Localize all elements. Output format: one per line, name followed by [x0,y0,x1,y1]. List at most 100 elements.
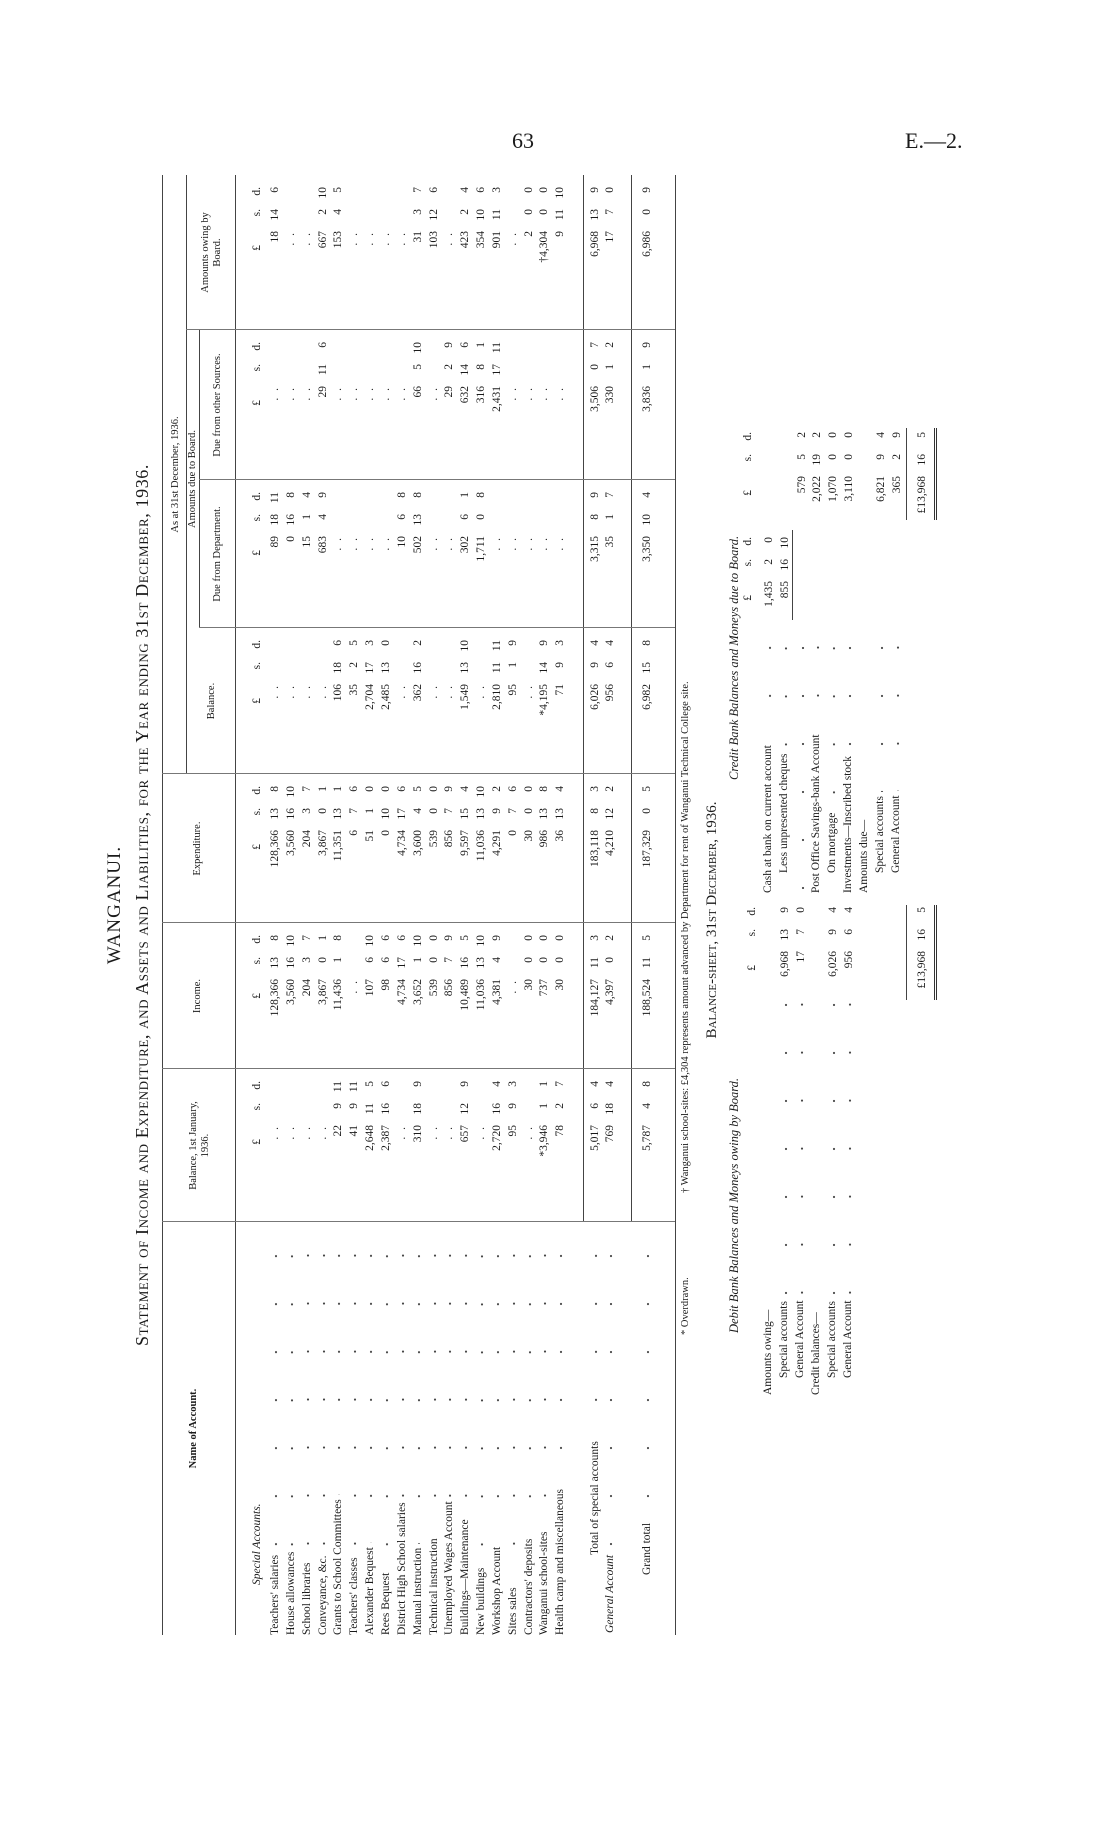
cell-due-other [330,330,346,480]
table-row-label: Alexander Bequest [362,1226,379,1635]
dot-leader [872,618,889,793]
cell-bal-jan: 95 9 3 [505,1069,521,1222]
account-name: House allowances [284,1551,297,1635]
cell-balance-pence: 0 [379,640,392,646]
cell-due-department [426,480,442,628]
total-due-department-pounds: 3,350 [641,536,653,562]
cell-bal-jan-pence [473,1069,489,1103]
cell-due-other-shillings [521,364,537,386]
cell-income-shillings: 3 [300,957,313,963]
cell-bal-jan-pounds: 78 [554,1125,567,1137]
cell-bal-jan-pounds: *3,946 [538,1125,551,1157]
cell-expenditure-pence: 1 [316,786,329,792]
cell-owing-shillings: 11 [554,209,567,221]
cell-due-other-shillings [552,364,568,386]
credit-item: Less unpresented cheques [776,618,793,873]
cell-expenditure-pence: 4 [554,786,567,792]
cell-due-department-pence: 1 [459,492,472,498]
cell-bal-jan [315,1069,331,1222]
cell-due-other-pounds: 29 [443,386,456,398]
cell-expenditure: 539 0 0 [426,774,442,923]
cell-bal-jan [394,1069,410,1222]
dot-leader [393,1226,410,1499]
cell-balance: 1,549 13 10 [457,628,473,774]
debit-item-value-shillings: 9 [827,929,839,935]
table-row-label: Contractors' deposits [520,1226,537,1635]
cell-due-other-pence: 9 [443,342,456,348]
cell-income: 4,381 4 9 [489,923,505,1069]
account-name: Workshop Account [490,1546,503,1635]
cell-due-department-shillings [378,514,394,536]
cell-income-pence: 7 [300,935,313,941]
cell-income-pounds: 3,867 [316,979,329,1005]
total-due-department: 3,315 8 9 [587,480,603,628]
cell-due-other-pounds [346,386,362,480]
credit-item-value-pounds: 579 [796,476,808,494]
cell-due-other-pounds [362,386,378,480]
cell-income-pence: 10 [475,935,488,947]
cell-owing-shillings [362,209,378,231]
cell-balance-pounds [473,684,489,774]
cell-bal-jan-pence [441,1069,457,1103]
cell-owing-pounds: 901 [490,231,503,249]
cell-income-pounds: 4,381 [490,979,503,1005]
credit-item-value-shillings: 0 [827,454,839,460]
cell-due-other-pence [426,330,442,364]
dot-leader [840,975,857,1297]
total-due-other-pence: 2 [604,342,616,348]
cell-due-department [346,480,362,628]
currency-header: £ s. d. [249,1069,265,1222]
cell-due-other [521,330,537,480]
total-due-department-shillings: 8 [589,514,601,520]
cell-bal-jan [299,1069,315,1222]
cell-income: 4,734 17 6 [394,923,410,1069]
cell-expenditure-shillings: 13 [269,808,281,820]
cell-expenditure-pounds: 0 [506,830,519,836]
cell-owing-pence [378,175,394,209]
cell-balance-shillings: 2 [348,662,361,668]
cell-due-other: 29 2 9 [441,330,457,480]
debit-item-value-shillings: 13 [779,929,791,941]
credit-item-value: 365 2 9 [889,420,905,530]
cell-bal-jan-pounds: 657 [459,1125,472,1143]
currency-shillings: s. [251,514,263,522]
cell-owing: 18 14 6 [267,175,283,330]
cell-bal-jan-shillings [521,1103,537,1125]
cell-due-other-pence [299,330,315,364]
cell-balance-shillings [521,662,537,684]
cell-owing-shillings: 14 [269,209,281,221]
total-income: 188,524 11 5 [639,923,655,1069]
cell-owing-shillings: 3 [411,209,424,215]
account-name: District High School salaries [395,1502,408,1635]
cell-due-department-shillings: 18 [269,514,281,526]
cell-balance: 2,485 13 0 [378,628,394,774]
account-name: Technical instruction [427,1538,440,1635]
cell-owing-pence: 3 [490,187,503,193]
cell-balance-pence [315,628,331,662]
cell-income-pounds: 204 [300,979,313,997]
cell-bal-jan-pence: 5 [364,1081,377,1087]
cell-balance-shillings: 13 [459,662,472,674]
debit-item: General Account [792,975,809,1378]
cell-expenditure: 51 1 0 [362,774,378,923]
cell-due-department-shillings [536,514,552,536]
cell-expenditure-shillings: 7 [348,808,361,814]
debit-item-label: Amounts owing— [762,1309,774,1395]
cell-balance-pounds [283,684,299,774]
cell-balance-shillings: 9 [554,662,567,668]
cell-owing [378,175,394,330]
table-row-label: Wanganui school-sites [536,1226,553,1635]
cell-balance-pounds [521,684,537,774]
cell-due-department-pounds [536,536,552,628]
cell-bal-jan-pence: 1 [538,1081,551,1087]
cell-due-department-pence [489,480,505,514]
cell-owing [362,175,378,330]
page-code: E.—2. [905,128,963,153]
cell-balance-pence [394,628,410,662]
cell-due-other-shillings: 17 [490,364,503,376]
debit-item-value-pence: 4 [827,907,839,913]
credit-total: £13,968 16 5 [914,420,930,550]
cell-due-other-pence [521,330,537,364]
cell-bal-jan-pounds [521,1125,537,1222]
cell-due-other: 66 5 10 [410,330,426,480]
